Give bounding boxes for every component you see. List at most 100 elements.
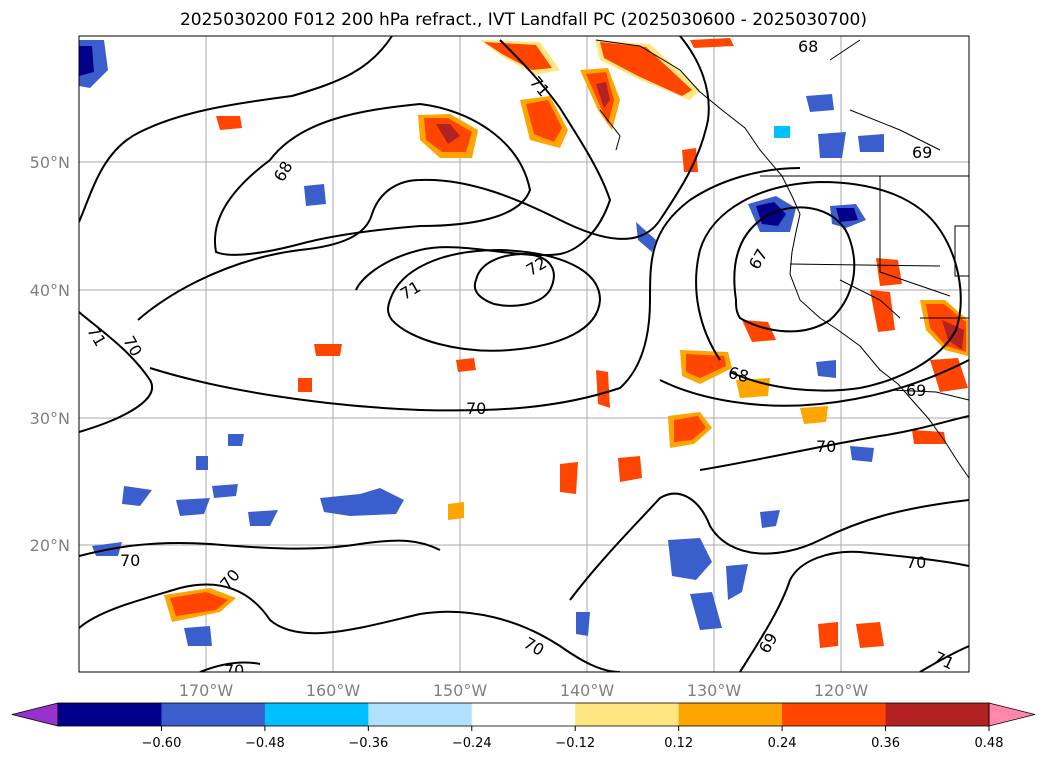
shade-positive: [800, 406, 828, 424]
lon-label-140w: 140°W: [560, 681, 615, 700]
colorbar-tick-label: −0.12: [555, 736, 595, 751]
colorbar-segment: [471, 703, 576, 726]
contour-72: [473, 252, 555, 307]
lat-label-30n: 30°N: [30, 409, 70, 428]
shade-positive: [742, 320, 776, 342]
shade-positive: [526, 100, 562, 142]
contour-label: 70: [906, 553, 926, 572]
shade-positive: [560, 462, 578, 494]
colorbar-segment: [161, 703, 266, 726]
contour-71-bottom: [919, 645, 969, 672]
contour-69-bottom: [739, 550, 969, 672]
shade-negative: [774, 126, 790, 138]
shade-positive: [170, 592, 228, 616]
shade-negative: [726, 564, 748, 600]
shade-negative: [212, 484, 238, 498]
shade-negative: [858, 134, 884, 152]
shade-positive: [216, 116, 242, 130]
lon-label-170w: 170°W: [179, 681, 234, 700]
shade-negative: [228, 434, 244, 446]
contour-label: 70: [120, 551, 140, 570]
colorbar-segment: [575, 703, 680, 726]
contour-69-east: [659, 359, 969, 407]
contour-70-south: [149, 167, 801, 412]
shade-negative: [196, 456, 208, 470]
colorbar-segment: [264, 703, 369, 726]
contour-label: 69: [912, 143, 932, 162]
lat-label-20n: 20°N: [30, 536, 70, 555]
colorbar-tick-label: −0.24: [452, 736, 492, 751]
contour-70-sw: [79, 539, 441, 557]
shade-positive: [856, 622, 884, 648]
contour-label: 68: [726, 363, 751, 387]
shade-positive: [818, 622, 838, 648]
colorbar-segment: [885, 703, 990, 726]
shade-negative: [122, 486, 152, 506]
shade-positive: [448, 502, 464, 520]
contour-68-west: [214, 102, 532, 256]
contour-label: 70: [466, 399, 486, 418]
map-background: [79, 36, 969, 672]
colorbar-outline: [57, 702, 990, 727]
contour-69-west: [79, 36, 393, 223]
colorbar-segment: [368, 703, 473, 726]
shade-negative: [636, 222, 656, 252]
contour-70-bottom: [79, 583, 621, 672]
shade-negative: [576, 612, 590, 636]
shade-negative: [850, 446, 874, 462]
shade-negative: [836, 208, 858, 222]
shade-positive: [870, 290, 895, 332]
contour-label: 70: [224, 661, 244, 680]
shade-negative: [818, 132, 846, 158]
contour-67: [733, 206, 856, 333]
map-frame: [78, 35, 970, 673]
colorbar-tick-label: 0.36: [871, 736, 900, 751]
colorbar-tick-label: 0.48: [975, 736, 1004, 751]
contour-lines: [79, 36, 969, 672]
shade-negative: [806, 94, 834, 112]
colorbar-extend-low: [11, 702, 59, 727]
shade-positive: [298, 378, 312, 392]
colorbar-tick-label: −0.60: [142, 736, 182, 751]
shade-positive: [456, 358, 476, 372]
shade-positive: [618, 456, 642, 482]
longitude-labels: 170°W 160°W 150°W 140°W 130°W 120°W: [179, 681, 869, 700]
lon-label-150w: 150°W: [433, 681, 488, 700]
contour-70-lower: [199, 661, 261, 672]
contour-70-east: [699, 415, 969, 471]
shade-negative: [816, 360, 836, 378]
figure-title: 2025030200 F012 200 hPa refract., IVT La…: [179, 10, 867, 30]
shaded-field: [79, 38, 968, 648]
colorbar-segment: [58, 703, 162, 726]
shade-positive: [912, 430, 946, 444]
shade-positive: [596, 370, 610, 408]
shade-positive: [690, 38, 734, 48]
contour-70-center: [137, 36, 710, 321]
lon-label-120w: 120°W: [814, 681, 869, 700]
contour-71-north: [355, 39, 612, 291]
shade-positive: [586, 72, 614, 124]
colorbar-tick-label: −0.36: [348, 736, 388, 751]
contour-70-west: [79, 311, 153, 433]
shade-negative: [668, 538, 712, 580]
shade-negative: [79, 46, 94, 76]
colorbar: −0.60 −0.48 −0.36 −0.24 −0.12 0.12 0.24 0.36 0.4…: [11, 702, 1036, 751]
shade-negative: [176, 498, 210, 516]
colorbar-tick-label: −0.48: [245, 736, 285, 751]
latitude-labels: 50°N 40°N 30°N 20°N: [30, 153, 70, 555]
shade-negative: [248, 510, 278, 526]
shade-negative: [690, 592, 722, 630]
contour-68-east: [695, 180, 962, 392]
lon-label-160w: 160°W: [306, 681, 361, 700]
colorbar-segment: [782, 703, 887, 726]
colorbar-tick-label: 0.24: [768, 736, 797, 751]
shade-negative: [760, 510, 780, 528]
shade-positive: [436, 124, 460, 144]
contour-71-ring: [387, 248, 602, 352]
shade-positive: [314, 344, 342, 356]
shade-positive: [930, 358, 968, 392]
shade-positive: [600, 42, 692, 96]
shade-positive: [596, 82, 610, 108]
contour-label: 68: [798, 37, 818, 56]
